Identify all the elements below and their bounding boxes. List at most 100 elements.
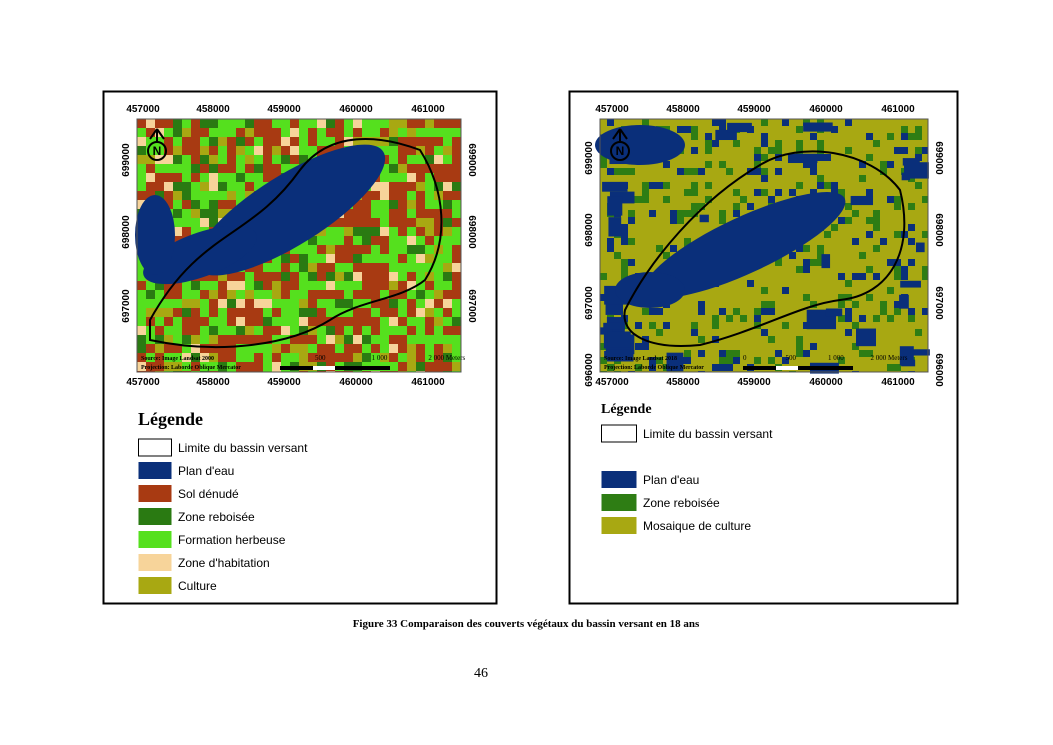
- land-cover-cell: [628, 119, 635, 126]
- water-patch: [825, 308, 843, 317]
- land-cover-cell: [182, 173, 191, 182]
- land-cover-cell: [705, 350, 712, 357]
- land-cover-cell: [218, 182, 227, 191]
- land-cover-cell: [656, 231, 663, 238]
- land-cover-cell: [852, 245, 859, 252]
- land-cover-cell: [754, 287, 761, 294]
- land-cover-cell: [838, 252, 845, 259]
- land-cover-cell: [747, 189, 754, 196]
- land-cover-cell: [335, 344, 344, 353]
- land-cover-cell: [245, 317, 254, 326]
- land-cover-cell: [628, 182, 635, 189]
- land-cover-cell: [398, 272, 407, 281]
- land-cover-cell: [894, 133, 901, 140]
- land-cover-cell: [353, 317, 362, 326]
- land-cover-cell: [747, 273, 754, 280]
- land-cover-cell: [859, 322, 866, 329]
- land-cover-cell: [824, 154, 831, 161]
- scale-label: 1 000: [372, 354, 388, 362]
- legend-swatch: [601, 424, 637, 443]
- land-cover-cell: [859, 301, 866, 308]
- land-cover-cell: [607, 245, 614, 252]
- legend-swatch: [601, 517, 637, 534]
- land-cover-cell: [371, 137, 380, 146]
- land-cover-cell: [191, 317, 200, 326]
- land-cover-cell: [873, 259, 880, 266]
- land-cover-cell: [677, 189, 684, 196]
- land-cover-cell: [859, 308, 866, 315]
- land-cover-cell: [887, 140, 894, 147]
- land-cover-cell: [824, 175, 831, 182]
- land-cover-cell: [873, 210, 880, 217]
- land-cover-cell: [845, 196, 852, 203]
- land-cover-cell: [607, 252, 614, 259]
- land-cover-cell: [173, 137, 182, 146]
- land-cover-cell: [719, 126, 726, 133]
- land-cover-cell: [209, 173, 218, 182]
- land-cover-cell: [353, 254, 362, 263]
- land-cover-cell: [362, 191, 371, 200]
- land-cover-cell: [182, 353, 191, 362]
- land-cover-cell: [796, 266, 803, 273]
- land-cover-cell: [137, 335, 146, 344]
- land-cover-cell: [803, 259, 810, 266]
- land-cover-cell: [873, 154, 880, 161]
- land-cover-cell: [845, 133, 852, 140]
- land-cover-cell: [768, 287, 775, 294]
- land-cover-cell: [254, 164, 263, 173]
- land-cover-cell: [443, 191, 452, 200]
- scale-bar: [776, 366, 798, 370]
- land-cover-cell: [831, 119, 838, 126]
- land-cover-cell: [670, 301, 677, 308]
- land-cover-cell: [164, 191, 173, 200]
- land-cover-cell: [299, 155, 308, 164]
- land-cover-cell: [290, 155, 299, 164]
- land-cover-cell: [789, 343, 796, 350]
- land-cover-cell: [726, 168, 733, 175]
- land-cover-cell: [691, 189, 698, 196]
- land-cover-cell: [600, 154, 607, 161]
- x-coordinate: 457000: [126, 104, 160, 115]
- land-cover-cell: [922, 147, 928, 154]
- land-cover-cell: [733, 168, 740, 175]
- land-cover-cell: [887, 329, 894, 336]
- land-cover-cell: [845, 126, 852, 133]
- land-cover-cell: [245, 164, 254, 173]
- land-cover-cell: [733, 182, 740, 189]
- land-cover-cell: [416, 362, 425, 371]
- land-cover-cell: [712, 301, 719, 308]
- land-cover-cell: [684, 175, 691, 182]
- land-cover-cell: [182, 146, 191, 155]
- land-cover-cell: [600, 364, 607, 371]
- land-cover-cell: [705, 315, 712, 322]
- land-cover-cell: [775, 266, 782, 273]
- land-cover-cell: [353, 281, 362, 290]
- land-cover-cell: [873, 252, 880, 259]
- land-cover-cell: [155, 290, 164, 299]
- land-cover-cell: [281, 164, 290, 173]
- land-cover-cell: [698, 182, 705, 189]
- land-cover-cell: [684, 154, 691, 161]
- y-coordinate: 699000: [121, 143, 132, 177]
- x-coordinate: 460000: [809, 377, 843, 388]
- land-cover-cell: [173, 362, 182, 371]
- land-cover-cell: [908, 154, 915, 161]
- land-cover-cell: [663, 203, 670, 210]
- land-cover-cell: [317, 353, 326, 362]
- land-cover-cell: [326, 245, 335, 254]
- land-cover-cell: [768, 322, 775, 329]
- land-cover-cell: [434, 335, 443, 344]
- land-cover-cell: [353, 137, 362, 146]
- land-cover-cell: [389, 173, 398, 182]
- x-coordinate: 458000: [196, 104, 230, 115]
- land-cover-cell: [866, 182, 873, 189]
- land-cover-cell: [817, 238, 824, 245]
- land-cover-cell: [705, 343, 712, 350]
- land-cover-cell: [726, 119, 733, 126]
- legend-label: Limite du bassin versant: [178, 441, 308, 455]
- land-cover-cell: [894, 329, 901, 336]
- land-cover-cell: [677, 329, 684, 336]
- land-cover-cell: [614, 252, 621, 259]
- land-cover-cell: [677, 322, 684, 329]
- land-cover-cell: [719, 182, 726, 189]
